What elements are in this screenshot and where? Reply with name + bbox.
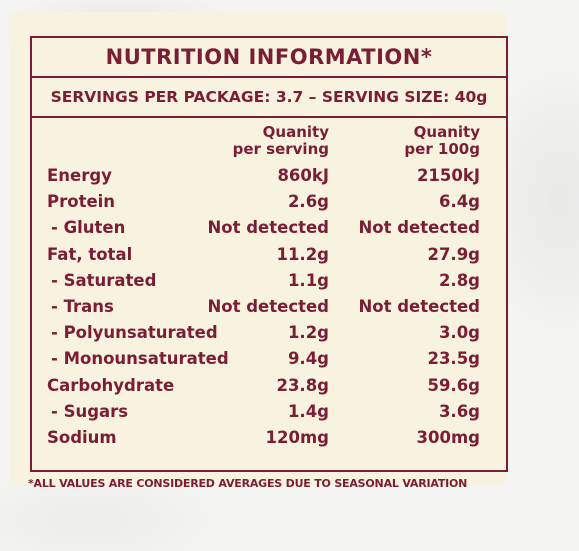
table-row: - Trans Not detected Not detected: [32, 297, 506, 323]
nutrient-label: - Saturated: [51, 270, 157, 290]
table-row: - Polyunsaturated 1.2g 3.0g: [32, 323, 506, 349]
nutrient-label: - Polyunsaturated: [51, 323, 218, 343]
value-per-serving: 860kJ: [277, 166, 329, 185]
value-per-100g: 6.4g: [438, 192, 480, 212]
table-row: Sodium 120mg 300mg: [32, 428, 506, 454]
value-per-100g: Not detected: [358, 218, 480, 238]
table-row: - Saturated 1.1g 2.8g: [32, 271, 506, 297]
column-header-line: per 100g: [404, 140, 480, 158]
servings-divider: [32, 116, 506, 118]
value-per-100g: Not detected: [358, 297, 480, 316]
footnote: *ALL VALUES ARE CONSIDERED AVERAGES DUE …: [28, 477, 468, 490]
nutrient-label: Energy: [47, 166, 112, 185]
nutrient-label: Protein: [47, 192, 116, 212]
column-header-line: per serving: [232, 140, 329, 158]
value-per-100g: 3.6g: [438, 401, 480, 421]
value-per-serving: 1.1g: [287, 270, 329, 290]
value-per-serving: 11.2g: [276, 244, 329, 264]
value-per-serving: 1.4g: [287, 401, 329, 421]
nutrient-label: - Sugars: [51, 401, 129, 421]
table-row: - Monounsaturated 9.4g 23.5g: [32, 349, 506, 375]
table-row: - Gluten Not detected Not detected: [32, 218, 506, 244]
value-per-serving: 9.4g: [287, 349, 329, 369]
nutrition-panel: NUTRITION INFORMATION* SERVINGS PER PACK…: [10, 12, 508, 490]
table-row: Protein 2.6g 6.4g: [32, 192, 506, 218]
nutrient-label: Carbohydrate: [47, 375, 175, 395]
servings-line: SERVINGS PER PACKAGE: 3.7 – SERVING SIZE…: [50, 88, 488, 106]
column-header-line: Quanity: [413, 123, 480, 141]
value-per-serving: 23.8g: [276, 375, 329, 395]
column-header-per-serving: Quanity per serving: [233, 124, 329, 158]
title-divider: [32, 76, 506, 78]
nutrient-label: - Trans: [51, 297, 114, 316]
panel-title: NUTRITION INFORMATION*: [105, 45, 433, 69]
nutrient-label: - Gluten: [51, 218, 126, 238]
column-header-line: Quanity: [262, 123, 329, 141]
value-per-100g: 23.5g: [427, 349, 480, 369]
table-row: Fat, total 11.2g 27.9g: [32, 245, 506, 271]
value-per-serving: Not detected: [207, 218, 329, 238]
nutrient-label: Sodium: [47, 428, 117, 447]
nutrition-table: NUTRITION INFORMATION* SERVINGS PER PACK…: [30, 36, 508, 472]
value-per-serving: 1.2g: [287, 323, 329, 343]
nutrient-label: - Monounsaturated: [51, 349, 229, 369]
value-per-serving: Not detected: [207, 297, 329, 316]
value-per-100g: 300mg: [416, 428, 480, 447]
value-per-serving: 120mg: [265, 428, 329, 447]
value-per-100g: 2150kJ: [416, 166, 480, 185]
table-row: - Sugars 1.4g 3.6g: [32, 402, 506, 428]
value-per-100g: 59.6g: [427, 375, 480, 395]
value-per-100g: 3.0g: [438, 323, 480, 343]
nutrient-label: Fat, total: [47, 244, 133, 264]
value-per-100g: 2.8g: [438, 270, 480, 290]
table-row: Energy 860kJ 2150kJ: [32, 166, 506, 192]
table-row: Carbohydrate 23.8g 59.6g: [32, 376, 506, 402]
column-header-per-100g: Quanity per 100g: [404, 124, 480, 158]
value-per-serving: 2.6g: [287, 192, 329, 212]
value-per-100g: 27.9g: [427, 244, 480, 264]
